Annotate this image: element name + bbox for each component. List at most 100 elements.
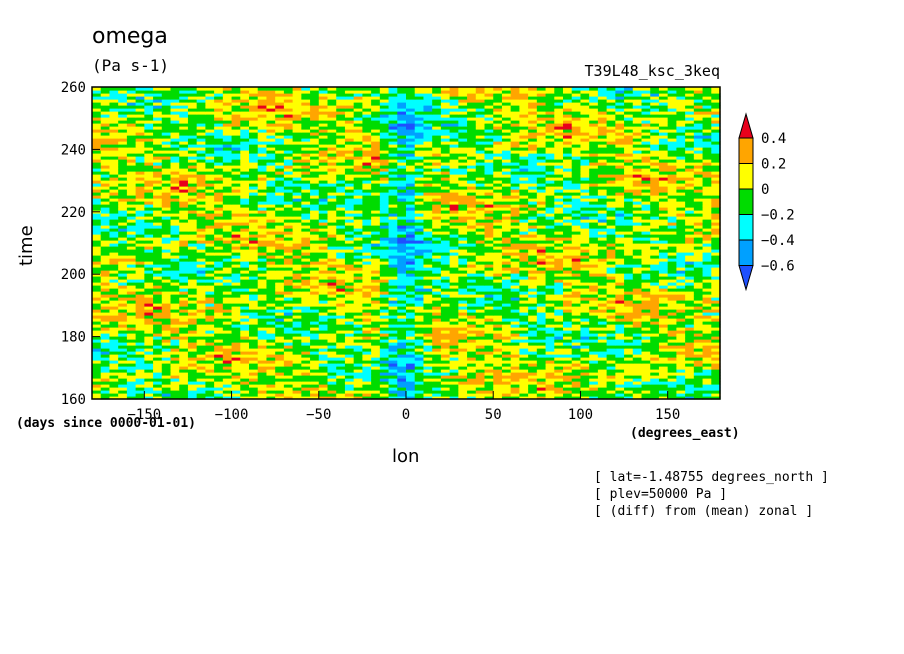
heatmap-cell [711, 384, 721, 388]
heatmap-cell [702, 333, 712, 337]
heatmap-cell [310, 237, 320, 241]
heatmap-cell [493, 261, 503, 265]
heatmap-cell [126, 306, 137, 310]
heatmap-cell [423, 312, 433, 316]
heatmap-cell [536, 372, 547, 376]
heatmap-cell [144, 213, 154, 217]
heatmap-cell [667, 216, 677, 220]
heatmap-cell [379, 372, 390, 376]
heatmap-cell [275, 222, 285, 226]
heatmap-cell [126, 315, 137, 319]
heatmap-cell [545, 396, 555, 400]
heatmap-cell [336, 276, 346, 280]
heatmap-cell [589, 354, 599, 358]
heatmap-cell [109, 390, 119, 394]
heatmap-cell [144, 285, 154, 289]
heatmap-cell [414, 321, 425, 325]
heatmap-cell [179, 336, 189, 340]
heatmap-cell [510, 258, 520, 262]
heatmap-cell [615, 240, 625, 244]
heatmap-cell [493, 357, 503, 361]
heatmap-cell [153, 213, 163, 217]
heatmap-cell [501, 354, 512, 358]
heatmap-cell [205, 279, 215, 283]
heatmap-cell [563, 285, 573, 289]
heatmap-cell [344, 282, 355, 286]
heatmap-cell [240, 240, 250, 244]
heatmap-cell [153, 252, 163, 256]
heatmap-cell [571, 369, 582, 373]
heatmap-cell [711, 294, 721, 298]
heatmap-cell [501, 342, 512, 346]
heatmap-cell [501, 390, 512, 394]
heatmap-cell [606, 249, 616, 253]
heatmap-cell [187, 228, 198, 232]
heatmap-cell [388, 351, 398, 355]
heatmap-cell [510, 324, 520, 328]
heatmap-cell [109, 294, 119, 298]
heatmap-cell [144, 282, 154, 286]
heatmap-cell [467, 294, 477, 298]
heatmap-cell [257, 360, 268, 364]
heatmap-cell [257, 201, 268, 205]
heatmap-cell [153, 324, 163, 328]
heatmap-cell [711, 336, 721, 340]
heatmap-cell [624, 330, 634, 334]
heatmap-cell [100, 195, 111, 199]
heatmap-cell [135, 330, 145, 334]
heatmap-cell [144, 303, 154, 307]
heatmap-cell [423, 246, 433, 250]
heatmap-cell [667, 267, 677, 271]
heatmap-cell [693, 312, 704, 316]
heatmap-cell [519, 321, 529, 325]
heatmap-cell [615, 396, 625, 400]
heatmap-cell [528, 225, 538, 229]
heatmap-cell [292, 192, 302, 196]
heatmap-cell [702, 273, 712, 277]
heatmap-cell [118, 393, 128, 397]
heatmap-cell [379, 225, 390, 229]
heatmap-cell [475, 309, 486, 313]
heatmap-cell [414, 267, 425, 271]
heatmap-cell [344, 207, 355, 211]
heatmap-cell [371, 261, 381, 265]
heatmap-cell [196, 261, 206, 265]
heatmap-cell [240, 303, 250, 307]
heatmap-cell [249, 276, 259, 280]
heatmap-cell [109, 297, 119, 301]
heatmap-cell [580, 192, 590, 196]
heatmap-cell [414, 393, 425, 397]
heatmap-cell [336, 285, 346, 289]
heatmap-cell [196, 351, 206, 355]
heatmap-cell [475, 282, 486, 286]
heatmap-cell [126, 324, 137, 328]
heatmap-cell [641, 252, 651, 256]
heatmap-cell [493, 366, 503, 370]
heatmap-cell [658, 267, 669, 271]
heatmap-cell [423, 390, 433, 394]
heatmap-cell [406, 282, 416, 286]
heatmap-cell [327, 312, 337, 316]
heatmap-cell [379, 315, 390, 319]
heatmap-cell [519, 234, 529, 238]
heatmap-cell [292, 213, 302, 217]
heatmap-cell [249, 354, 259, 358]
heatmap-cell [641, 369, 651, 373]
heatmap-cell [292, 240, 302, 244]
heatmap-cell [126, 375, 137, 379]
heatmap-cell [336, 393, 346, 397]
heatmap-cell [650, 288, 660, 292]
heatmap-cell [126, 303, 137, 307]
heatmap-cell [658, 318, 669, 322]
heatmap-cell [353, 270, 363, 274]
heatmap-cell [406, 375, 416, 379]
heatmap-cell [475, 354, 486, 358]
heatmap-cell [92, 312, 102, 316]
heatmap-cell [615, 321, 625, 325]
heatmap-cell [135, 327, 145, 331]
heatmap-cell [580, 363, 590, 367]
heatmap-cell [414, 195, 425, 199]
heatmap-cell [275, 366, 285, 370]
heatmap-cell [109, 195, 119, 199]
heatmap-cell [615, 255, 625, 259]
